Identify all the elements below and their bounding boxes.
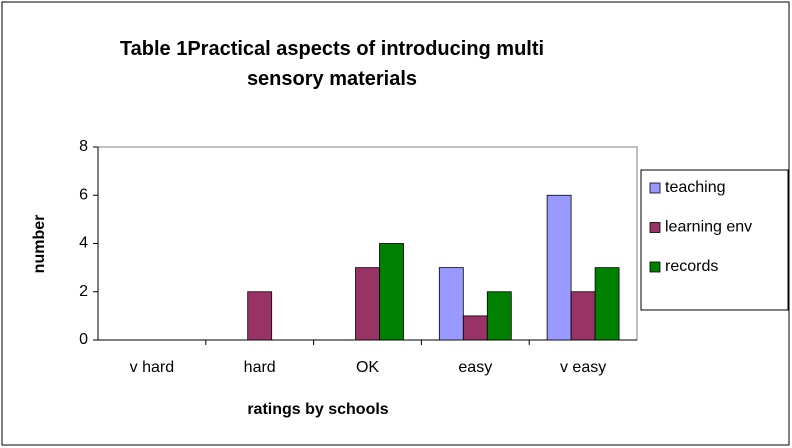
y-tick-label: 8 [79,138,88,155]
x-tick-label: v easy [560,359,606,376]
bar [486,291,512,341]
legend-label: learning env [665,219,752,236]
legend-label: teaching [665,179,726,196]
bar [570,291,596,341]
y-tick-label: 0 [79,331,88,348]
y-tick-label: 4 [79,235,88,252]
y-tick-label: 6 [79,186,88,203]
x-axis-label: ratings by schools [247,401,388,418]
bar [546,194,572,341]
x-tick-label: OK [356,359,379,376]
y-tick-label: 2 [79,283,88,300]
legend-swatch [649,261,661,273]
x-tick-label: hard [244,359,276,376]
legend-box [640,169,789,311]
x-tick-label: easy [458,359,492,376]
legend-label: records [665,258,718,275]
bar [379,243,404,341]
bar [594,267,620,341]
bar [355,267,380,341]
x-tick-label: v hard [130,359,174,376]
bar [438,267,464,341]
bar [462,315,488,341]
chart-title: Table 1Practical aspects of introducing … [119,38,545,90]
y-axis-label: number [31,215,48,274]
legend-swatch [649,182,661,194]
bar [247,291,273,341]
legend-swatch [649,222,661,233]
